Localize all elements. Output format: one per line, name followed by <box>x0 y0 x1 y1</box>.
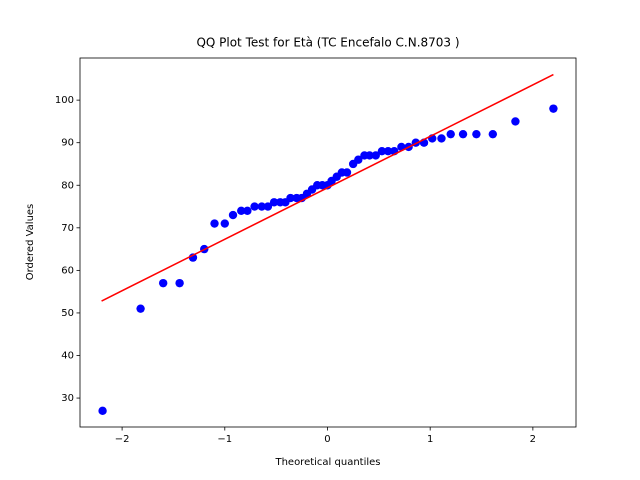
x-tick-label: 0 <box>324 434 330 445</box>
y-tick-label: 50 <box>61 308 74 319</box>
point <box>98 406 107 416</box>
point <box>269 198 279 207</box>
point <box>458 129 468 139</box>
point <box>549 104 558 113</box>
point <box>371 151 380 160</box>
point <box>365 151 374 160</box>
point <box>220 219 229 228</box>
y-axis-label: Ordered Values <box>25 204 36 281</box>
point <box>437 134 446 143</box>
point <box>257 202 266 211</box>
point <box>511 117 520 126</box>
point <box>263 202 273 211</box>
x-tick-label: −1 <box>217 434 232 445</box>
x-tick-label: 1 <box>427 434 433 445</box>
point <box>243 206 252 215</box>
point <box>210 219 219 228</box>
fit-line <box>101 73 554 302</box>
y-tick-label: 80 <box>61 180 74 191</box>
point <box>354 155 363 164</box>
chart-title: QQ Plot Test for Età (TC Encefalo C.N.87… <box>196 36 459 50</box>
point <box>488 129 498 139</box>
plot-frame <box>79 57 577 428</box>
point <box>472 129 481 139</box>
point <box>250 202 259 211</box>
point <box>342 168 352 177</box>
point <box>383 147 393 156</box>
y-tick-label: 60 <box>61 265 74 276</box>
point <box>237 206 246 215</box>
point <box>158 278 168 288</box>
point <box>175 278 184 288</box>
y-tick-label: 40 <box>61 350 74 361</box>
point <box>228 210 238 220</box>
y-tick-label: 30 <box>61 393 74 404</box>
point <box>136 304 145 313</box>
point <box>286 193 295 203</box>
x-axis-label: Theoretical quantiles <box>274 457 380 468</box>
x-tick-label: −2 <box>115 434 130 445</box>
y-tick-label: 70 <box>61 223 74 234</box>
y-tick-label: 90 <box>61 138 74 149</box>
point <box>446 129 455 139</box>
y-tick-label: 100 <box>55 95 74 106</box>
x-tick-label: 2 <box>530 434 536 445</box>
point <box>377 147 387 156</box>
